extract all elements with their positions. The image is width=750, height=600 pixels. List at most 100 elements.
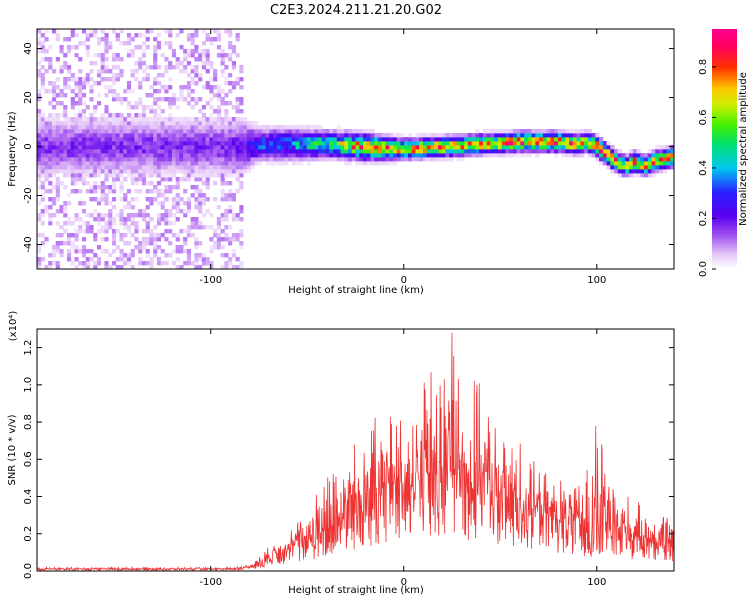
spectrogram-cell bbox=[205, 61, 210, 66]
spectrogram-cell bbox=[201, 201, 207, 206]
spectrogram-cell bbox=[44, 69, 49, 74]
spectrogram-cell bbox=[44, 129, 49, 134]
spectrogram-cell bbox=[59, 153, 64, 158]
spectrogram-cell bbox=[81, 125, 87, 130]
spectrogram-cell bbox=[55, 261, 60, 266]
spectrogram-cell bbox=[201, 65, 207, 70]
spectrogram-cell bbox=[160, 145, 165, 150]
spectrogram-cell bbox=[209, 157, 214, 162]
spectrogram-cell bbox=[617, 153, 622, 158]
spectrogram-cell bbox=[651, 149, 656, 154]
spectrogram-cell bbox=[348, 149, 353, 154]
spectrogram-cell bbox=[100, 229, 105, 234]
spectrogram-cell bbox=[220, 197, 225, 202]
spectrogram-cell bbox=[243, 129, 248, 134]
spectrogram-cell bbox=[201, 121, 207, 126]
spectrogram-cell bbox=[175, 129, 180, 134]
spectrogram-cell bbox=[235, 101, 240, 106]
spectrogram-cell bbox=[445, 153, 450, 158]
spectrogram-cell bbox=[149, 181, 154, 186]
spectrogram-cell bbox=[584, 145, 589, 150]
spectrogram-cell bbox=[377, 133, 383, 138]
spectrogram-cell bbox=[366, 153, 371, 158]
spectrogram-cell bbox=[164, 65, 169, 70]
spectrogram-cell bbox=[108, 165, 113, 170]
spectrogram-cell bbox=[51, 261, 57, 266]
spectrogram-cell bbox=[441, 137, 446, 142]
spectrogram-cell bbox=[70, 165, 75, 170]
spectrogram-cell bbox=[258, 133, 263, 138]
spectrogram-cell bbox=[160, 117, 165, 122]
spectrogram-cell bbox=[138, 169, 143, 174]
spectrogram-cell bbox=[74, 177, 79, 182]
spectrogram-cell bbox=[164, 121, 169, 126]
spectrogram-cell bbox=[74, 113, 79, 118]
spectrogram-cell bbox=[153, 49, 158, 54]
spectrogram-cell bbox=[333, 141, 338, 146]
spectrogram-cell bbox=[542, 141, 547, 146]
spectrogram-cell bbox=[655, 145, 660, 150]
spectrogram-cell bbox=[235, 77, 240, 82]
spectrogram-cell bbox=[108, 45, 113, 50]
spectrogram-cell bbox=[224, 141, 229, 146]
spectrogram-cell bbox=[670, 157, 674, 162]
spectrogram-cell bbox=[239, 185, 244, 190]
spectrogram-cell bbox=[209, 137, 214, 142]
spectrogram-cell bbox=[336, 125, 341, 130]
spectrogram-cell bbox=[617, 169, 622, 174]
spectrogram-cell bbox=[175, 169, 180, 174]
spectrogram-cell bbox=[51, 213, 57, 218]
spectrogram-cell bbox=[179, 61, 184, 66]
spectrogram-cell bbox=[168, 145, 173, 150]
spectrogram-cell bbox=[220, 189, 225, 194]
spectrogram-cell bbox=[89, 229, 94, 234]
spectrogram-cell bbox=[153, 61, 158, 66]
spectrogram-cell bbox=[59, 205, 64, 210]
spectrogram-cell bbox=[123, 197, 128, 202]
spectrogram-cell bbox=[85, 137, 90, 142]
spectrogram-cell bbox=[156, 105, 162, 110]
spectrogram-cell bbox=[441, 133, 446, 138]
spectrogram-cell bbox=[96, 53, 102, 58]
spectrogram-cell bbox=[209, 85, 214, 90]
spectrogram-cell bbox=[89, 161, 94, 166]
spectrogram-cell bbox=[85, 161, 90, 166]
spectrogram-cell bbox=[126, 205, 132, 210]
spectrogram-cell bbox=[179, 229, 184, 234]
spectrogram-cell bbox=[168, 209, 173, 214]
spectrogram-cell bbox=[494, 141, 499, 146]
spectrogram-cell bbox=[599, 141, 604, 146]
spectrogram-cell bbox=[126, 173, 132, 178]
spectrogram-cell bbox=[115, 153, 120, 158]
spectrogram-cell bbox=[183, 165, 188, 170]
spectrogram-cell bbox=[164, 157, 169, 162]
spectrogram-cell bbox=[119, 157, 124, 162]
spectrogram-cell bbox=[171, 221, 177, 226]
spectrogram-cell bbox=[141, 145, 147, 150]
spectrogram-cell bbox=[355, 141, 360, 146]
spectrogram-cell bbox=[85, 45, 90, 50]
colorbar-tick-label: 0.2 bbox=[698, 211, 709, 227]
spectrogram-cell bbox=[239, 85, 244, 90]
spectrogram-cell bbox=[104, 265, 109, 269]
spectrogram-cell bbox=[246, 161, 251, 166]
spectrogram-cell bbox=[209, 37, 214, 42]
spectrogram-cell bbox=[299, 149, 304, 154]
spectrogram-cell bbox=[51, 245, 57, 250]
spectrogram-cell bbox=[546, 149, 551, 154]
spectrogram-cell bbox=[501, 145, 506, 150]
spectrogram-cell bbox=[276, 145, 281, 150]
spectrogram-cell bbox=[37, 165, 42, 170]
spectrogram-cell bbox=[591, 133, 596, 138]
spectrogram-cell bbox=[55, 133, 60, 138]
spectrogram-cell bbox=[602, 141, 607, 146]
spectrogram-cell bbox=[74, 165, 79, 170]
spectrogram-cell bbox=[587, 149, 592, 154]
spectrogram-cell bbox=[149, 173, 154, 178]
spectrogram-cell bbox=[153, 149, 158, 154]
spectrogram-cell bbox=[156, 161, 162, 166]
spectrogram-cell bbox=[126, 53, 132, 58]
spectrogram-cell bbox=[231, 197, 236, 202]
spectrogram-cell bbox=[81, 209, 87, 214]
spectrogram-cell bbox=[85, 117, 90, 122]
